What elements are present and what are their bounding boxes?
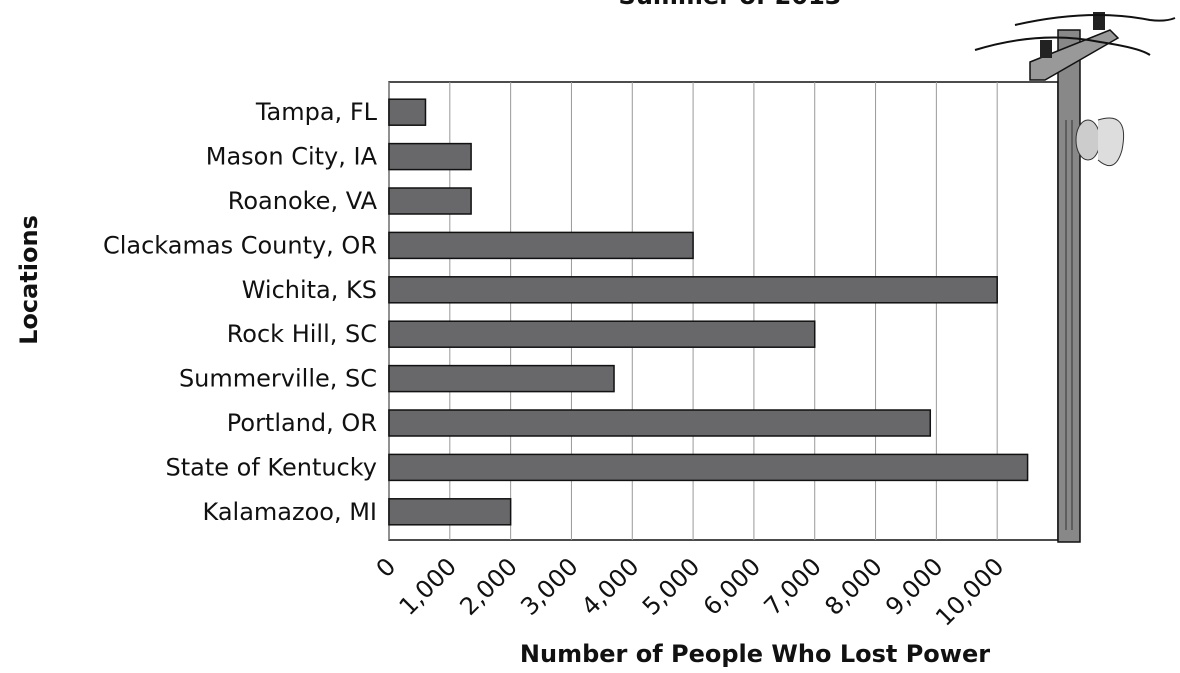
y-tick-label: Rock Hill, SC [227,320,377,348]
bar [389,232,693,258]
x-tick-label: 3,000 [515,552,583,620]
y-tick-label: Clackamas County, OR [103,231,377,259]
y-axis-label: Locations [15,215,43,345]
chart-title: Summer of 2013 [619,0,842,10]
bar [389,499,511,525]
y-tick-label: Portland, OR [227,409,377,437]
x-tick-label: 10,000 [930,552,1009,631]
bar [389,410,930,436]
x-tick-label: 5,000 [637,552,705,620]
y-tick-label: Summerville, SC [179,365,377,393]
x-tick-label: 1,000 [394,552,462,620]
bar [389,99,425,125]
page: {"chart_data": {"type": "bar", "orientat… [0,0,1180,673]
x-tick-label: 6,000 [698,552,766,620]
plot: 01,0002,0003,0004,0005,0006,0007,0008,00… [103,82,1058,632]
y-tick-label: Mason City, IA [206,143,378,171]
bar [389,454,1028,480]
x-tick-label: 8,000 [819,552,887,620]
x-tick-label: 2,000 [454,552,522,620]
bar [389,277,997,303]
y-tick-label: Wichita, KS [242,276,377,304]
bar [389,321,815,347]
x-tick-label: 0 [371,552,402,583]
x-tick-label: 7,000 [759,552,827,620]
y-tick-label: State of Kentucky [166,453,378,481]
bar [389,366,614,392]
y-tick-label: Tampa, FL [255,98,378,126]
y-tick-label: Roanoke, VA [228,187,378,215]
x-tick-label: 4,000 [576,552,644,620]
chart: Summer of 2013 Locations Number of Peopl… [0,0,1180,673]
bar [389,144,471,170]
y-tick-label: Kalamazoo, MI [203,498,378,526]
x-axis-label: Number of People Who Lost Power [520,640,990,668]
bar [389,188,471,214]
